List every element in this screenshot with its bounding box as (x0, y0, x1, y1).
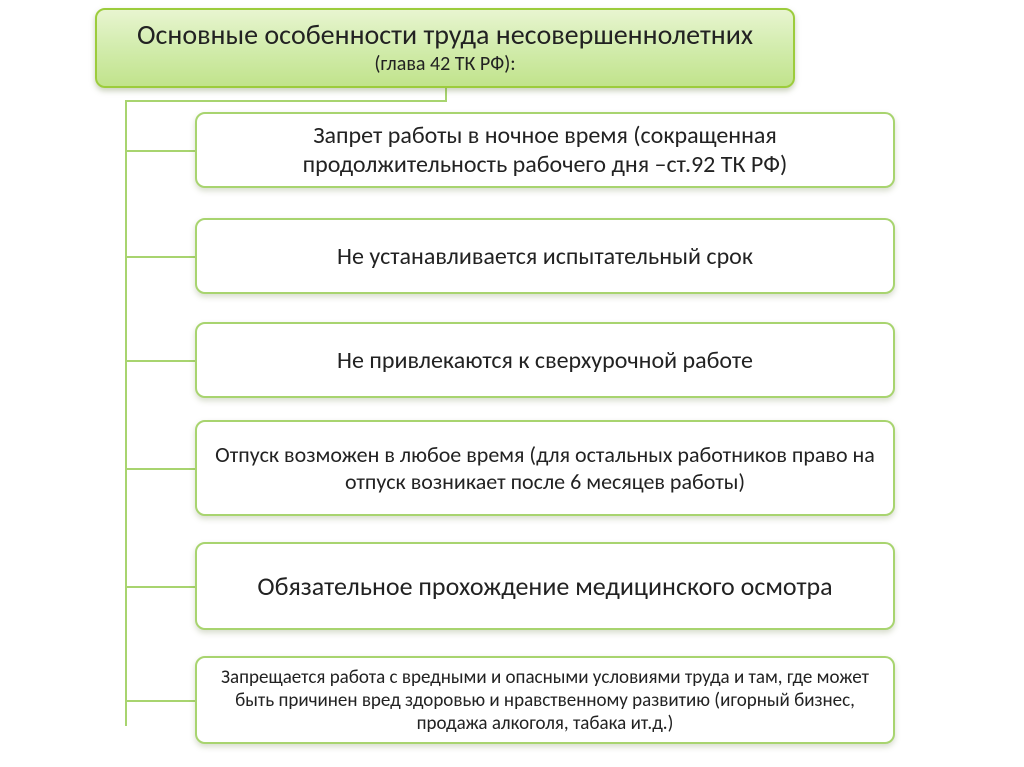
connector-branch (125, 360, 195, 362)
connector-branch (125, 468, 195, 470)
item-text: Отпуск возможен в любое время (для остал… (211, 441, 879, 495)
connector-branch (125, 256, 195, 258)
item-text: Запрет работы в ночное время (сокращенна… (211, 121, 879, 179)
header-box: Основные особенности труда несовершеннол… (95, 8, 795, 88)
item-text: Запрещается работа с вредными и опасными… (211, 666, 879, 735)
connector-top-horizontal (125, 100, 447, 102)
connector-header-stub (445, 88, 447, 100)
item-text: Не привлекаются к сверхурочной работе (337, 346, 753, 375)
connector-branch (125, 150, 195, 152)
item-text: Не устанавливается испытательный срок (337, 242, 753, 271)
header-title: Основные особенности труда несовершеннол… (137, 20, 753, 51)
item-box: Отпуск возможен в любое время (для остал… (195, 420, 895, 516)
item-box: Обязательное прохождение медицинского ос… (195, 542, 895, 630)
connector-trunk (125, 100, 127, 726)
hierarchy-diagram: Основные особенности труда несовершеннол… (0, 0, 1024, 767)
item-box: Запрет работы в ночное время (сокращенна… (195, 112, 895, 188)
item-text: Обязательное прохождение медицинского ос… (257, 570, 832, 602)
item-box: Не устанавливается испытательный срок (195, 218, 895, 294)
header-subtitle: (глава 42 ТК РФ): (374, 52, 515, 76)
item-box: Не привлекаются к сверхурочной работе (195, 322, 895, 398)
connector-branch (125, 586, 195, 588)
connector-branch (125, 700, 195, 702)
item-box: Запрещается работа с вредными и опасными… (195, 656, 895, 744)
